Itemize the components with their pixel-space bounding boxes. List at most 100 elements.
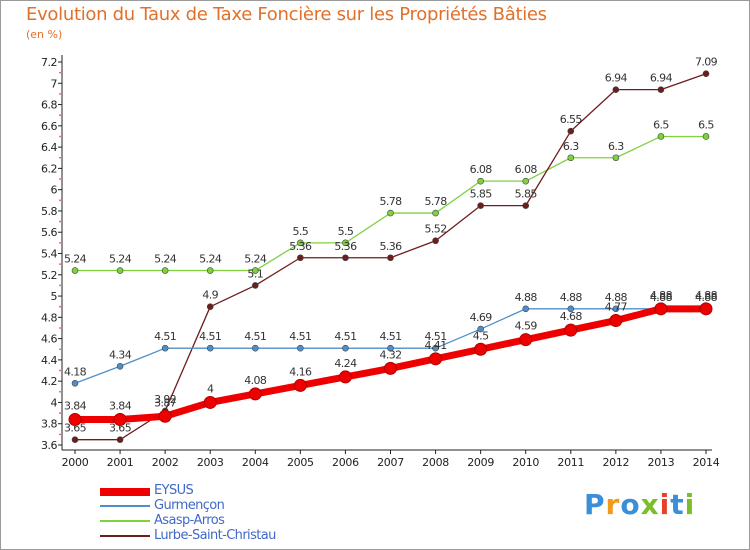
y-tick-label: 6.4 xyxy=(41,141,57,154)
series-point-2 xyxy=(612,154,620,162)
logo-letter: P xyxy=(584,488,606,521)
data-label-2: 5.78 xyxy=(425,195,448,208)
data-label-3: 5.36 xyxy=(379,240,402,253)
legend-label-lurbe-saint-christau: Lurbe-Saint-Christau xyxy=(154,528,276,543)
y-tick-label: 4.4 xyxy=(41,354,57,367)
y-tick-label: 5.4 xyxy=(41,248,57,261)
data-label-2: 6.5 xyxy=(698,118,714,131)
x-tick-label: 2014 xyxy=(693,456,720,469)
series-point-1 xyxy=(342,344,349,352)
series-point-2 xyxy=(297,239,304,247)
series-point-1 xyxy=(206,344,214,352)
data-label-1: 4.18 xyxy=(64,365,87,378)
series-point-0 xyxy=(609,314,623,328)
series-point-2 xyxy=(567,154,575,162)
data-label-2: 5.24 xyxy=(109,253,132,266)
data-label-1: 4.51 xyxy=(244,330,266,343)
series-point-0 xyxy=(519,333,533,347)
y-minor-tick xyxy=(59,114,61,117)
data-label-0: 3.84 xyxy=(64,399,87,412)
series-point-0 xyxy=(474,342,488,356)
x-tick-label: 2001 xyxy=(107,456,134,469)
legend-label-eysus: EYSUS xyxy=(154,483,194,498)
series-point-3 xyxy=(612,86,620,93)
series-point-2 xyxy=(657,133,665,140)
data-label-0: 4.77 xyxy=(605,301,628,314)
data-label-0: 4.68 xyxy=(560,310,583,323)
series-point-3 xyxy=(522,202,530,209)
y-minor-tick xyxy=(59,412,61,414)
y-tick-label: 3.6 xyxy=(41,439,57,452)
y-minor-tick xyxy=(59,263,61,266)
series-point-0 xyxy=(338,370,352,384)
data-label-0: 4.32 xyxy=(379,348,401,361)
data-label-1: 4.69 xyxy=(470,311,493,324)
logo-letter: x xyxy=(640,488,660,521)
y-minor-tick xyxy=(59,71,61,74)
y-minor-tick xyxy=(59,241,61,244)
y-minor-tick xyxy=(59,369,61,372)
series-point-0 xyxy=(654,302,668,316)
y-minor-tick xyxy=(59,135,61,138)
unit-label: (en %) xyxy=(26,28,63,41)
data-label-1: 4.88 xyxy=(605,291,628,304)
logo-letter: i xyxy=(684,488,696,521)
x-tick-label: 2003 xyxy=(197,456,224,469)
series-point-1 xyxy=(161,344,169,352)
logo-letter: t xyxy=(670,488,685,521)
series-point-3 xyxy=(567,127,575,135)
series-point-0 xyxy=(68,412,82,426)
data-label-1: 4.34 xyxy=(109,348,132,361)
data-label-2: 5.24 xyxy=(244,253,267,266)
y-tick-label: 4 xyxy=(51,396,58,409)
series-point-2 xyxy=(206,267,214,274)
x-tick-label: 2005 xyxy=(287,456,314,469)
series-point-1 xyxy=(116,362,124,370)
series-point-0 xyxy=(248,387,262,401)
legend-label-gurmencon: Gurmençon xyxy=(154,498,225,513)
data-label-1: 4.88 xyxy=(560,291,583,304)
x-tick-label: 2010 xyxy=(512,456,539,469)
y-minor-tick xyxy=(59,305,61,308)
series-point-3 xyxy=(342,254,349,262)
data-label-1: 4.88 xyxy=(695,291,718,304)
y-tick-label: 5.6 xyxy=(41,226,57,239)
y-tick-label: 6.8 xyxy=(41,99,57,112)
series-point-0 xyxy=(384,361,397,375)
series-point-3 xyxy=(477,202,484,209)
data-label-1: 4.51 xyxy=(289,330,311,343)
data-label-2: 5.24 xyxy=(199,253,222,266)
data-label-1: 4.51 xyxy=(425,330,447,343)
x-tick-label: 2013 xyxy=(648,456,675,469)
x-tick-label: 2006 xyxy=(332,456,359,469)
series-point-0 xyxy=(699,302,713,316)
series-point-2 xyxy=(432,209,439,217)
y-tick-label: 4.8 xyxy=(41,311,57,324)
series-point-1 xyxy=(297,344,304,352)
series-point-3 xyxy=(206,303,214,310)
legend-swatch-eysus xyxy=(100,488,150,496)
legend-swatch-gurmencon xyxy=(100,505,150,507)
y-minor-tick xyxy=(59,93,61,95)
y-tick-label: 4.2 xyxy=(41,375,57,388)
series-point-2 xyxy=(71,267,79,274)
data-label-2: 6.08 xyxy=(470,163,493,176)
series-point-1 xyxy=(251,344,259,352)
y-tick-label: 6 xyxy=(51,184,58,197)
data-label-0: 4 xyxy=(207,382,214,395)
y-minor-tick xyxy=(59,220,61,223)
series-point-0 xyxy=(293,378,307,392)
series-point-1 xyxy=(567,305,575,313)
series-point-2 xyxy=(251,267,259,274)
series-point-3 xyxy=(297,254,304,262)
series-point-0 xyxy=(564,323,578,337)
series-point-2 xyxy=(161,267,169,274)
x-tick-label: 2002 xyxy=(152,456,179,469)
series-point-3 xyxy=(71,436,79,443)
data-label-3: 5.36 xyxy=(334,240,357,253)
y-minor-tick xyxy=(59,433,61,436)
series-point-0 xyxy=(429,352,443,366)
y-minor-tick xyxy=(59,348,61,351)
logo-letter: r xyxy=(605,488,621,521)
data-label-0: 3.84 xyxy=(109,399,132,412)
